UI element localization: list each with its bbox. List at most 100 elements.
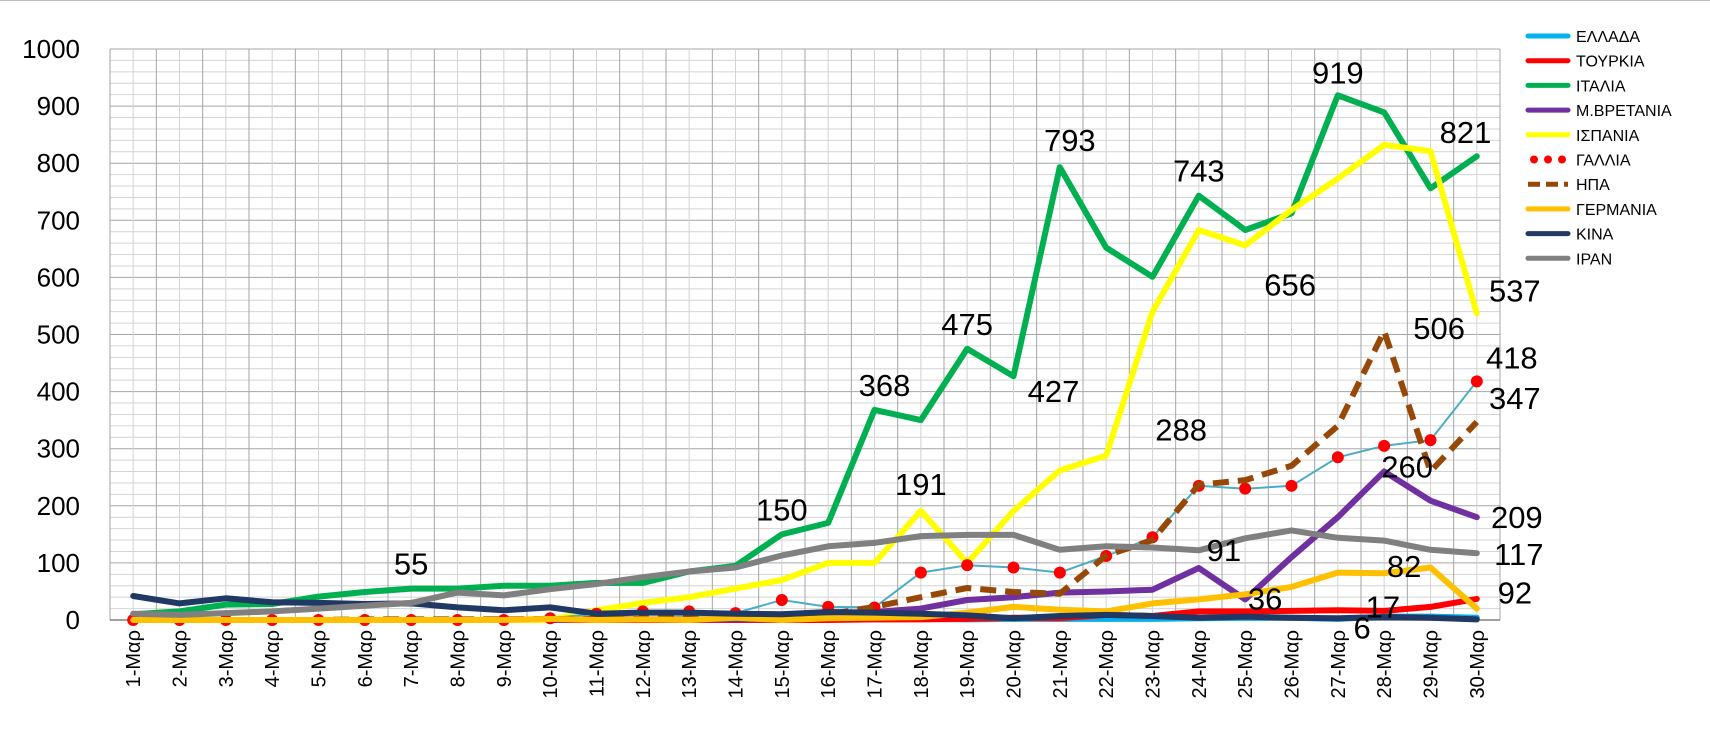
legend-label: ΗΠΑ [1576, 177, 1610, 194]
y-tick-label: 700 [37, 205, 80, 235]
x-tick-label: 25-Μαρ [1235, 630, 1257, 699]
data-label: 418 [1486, 340, 1538, 375]
y-tick-label: 400 [37, 377, 80, 407]
data-label: 17 [1366, 589, 1400, 624]
y-tick-label: 200 [37, 491, 80, 521]
x-tick-label: 7-Μαρ [401, 630, 423, 687]
legend-item: ΚΙΝΑ [1525, 227, 1614, 244]
series-7-line [130, 564, 1480, 623]
x-tick-label: 2-Μαρ [170, 630, 192, 687]
legend-label: ΙΣΠΑΝΙΑ [1576, 128, 1640, 145]
x-tick-label: 30-Μαρ [1467, 630, 1489, 699]
series-7-group [130, 564, 1480, 623]
data-label: 506 [1413, 311, 1465, 346]
series-2-line [130, 92, 1480, 618]
legend-item: ΓΕΡΜΑΝΙΑ [1525, 202, 1657, 219]
data-point [1053, 566, 1066, 579]
data-point [961, 559, 974, 572]
data-label: 91 [1207, 533, 1241, 568]
data-label: 55 [394, 547, 428, 582]
legend-swatch [1558, 155, 1566, 164]
data-label: 368 [859, 368, 911, 403]
data-label: 150 [756, 492, 808, 527]
legend-label: ΕΛΛΑΔΑ [1576, 29, 1640, 46]
chart-legend: ΕΛΛΑΔΑ ΤΟΥΡΚΙΑ ΙΤΑΛΙΑ Μ.ΒΡΕΤΑΝΙΑ ΙΣΠΑΝΙΑ ΓΑΛΛ… [1525, 29, 1672, 268]
data-label: 92 [1498, 576, 1532, 611]
x-tick-label: 4-Μαρ [262, 630, 284, 687]
data-label: 288 [1155, 413, 1207, 448]
data-point [775, 594, 788, 607]
y-tick-label: 0 [66, 605, 80, 635]
series-6-line [133, 328, 1479, 623]
data-label: 36 [1248, 581, 1282, 616]
data-label: 537 [1489, 273, 1541, 308]
x-tick-label: 11-Μαρ [587, 630, 609, 697]
y-tick-label: 500 [37, 320, 80, 350]
data-label: 427 [1028, 374, 1080, 409]
legend-item: Μ.ΒΡΕΤΑΝΙΑ [1525, 103, 1672, 120]
legend-item: ΙΤΑΛΙΑ [1525, 78, 1626, 95]
y-tick-label: 900 [37, 91, 80, 121]
y-tick-label: 800 [37, 148, 80, 178]
legend-item: ΗΠΑ [1528, 177, 1610, 194]
x-tick-label: 1-Μαρ [123, 630, 145, 687]
data-point [1239, 482, 1252, 495]
series-6-group [133, 328, 1479, 623]
legend-item: ΕΛΛΑΔΑ [1525, 29, 1640, 46]
y-tick-label: 600 [37, 262, 80, 292]
legend-label: ΙΡΑΝ [1576, 251, 1612, 268]
data-label: 260 [1381, 450, 1433, 485]
data-label: 475 [941, 307, 993, 342]
data-point [1470, 375, 1483, 388]
legend-label: ΙΤΑΛΙΑ [1576, 78, 1626, 95]
data-point [914, 566, 927, 579]
y-tick-label: 1000 [22, 34, 80, 64]
legend-swatch [1544, 155, 1552, 164]
data-point [1378, 439, 1391, 452]
legend-label: ΓΕΡΜΑΝΙΑ [1576, 202, 1657, 219]
x-tick-label: 23-Μαρ [1143, 630, 1165, 699]
x-tick-label: 26-Μαρ [1282, 630, 1304, 699]
x-tick-label: 10-Μαρ [540, 630, 562, 699]
x-tick-label: 27-Μαρ [1328, 630, 1350, 699]
x-tick-label: 24-Μαρ [1189, 630, 1211, 699]
x-tick-label: 28-Μαρ [1374, 630, 1396, 699]
x-tick-label: 9-Μαρ [494, 630, 516, 687]
data-label: 6 [1354, 611, 1371, 646]
data-point [1007, 561, 1020, 574]
data-label: 656 [1264, 267, 1316, 302]
legend-item: ΙΡΑΝ [1525, 251, 1612, 268]
data-point [1285, 479, 1298, 492]
x-tick-label: 8-Μαρ [448, 630, 470, 687]
series-2-group [130, 92, 1480, 618]
x-tick-label: 13-Μαρ [679, 630, 701, 699]
x-axis-tick-labels: 1-Μαρ 2-Μαρ 3-Μαρ 4-Μαρ 5-Μαρ 6-Μαρ 7-Μαρ 8-Μαρ… [123, 630, 1489, 699]
data-label: 117 [1494, 537, 1543, 572]
legend-label: ΚΙΝΑ [1576, 227, 1614, 244]
legend-swatch [1530, 155, 1538, 164]
y-axis-tick-labels: 0 100 200 300 400 500 600 700 800 900 1000 [22, 34, 80, 635]
x-tick-label: 16-Μαρ [818, 630, 840, 699]
data-label: 743 [1173, 154, 1225, 189]
data-label: 82 [1387, 549, 1421, 584]
x-tick-label: 29-Μαρ [1421, 630, 1443, 699]
x-tick-label: 15-Μαρ [772, 630, 794, 699]
series-lines [127, 92, 1483, 626]
data-point [1331, 451, 1344, 464]
plot-gridlines [109, 48, 1501, 621]
x-tick-label: 18-Μαρ [911, 630, 933, 699]
x-tick-label: 12-Μαρ [633, 630, 655, 699]
legend-item: ΙΣΠΑΝΙΑ [1525, 128, 1640, 145]
data-label: 821 [1440, 115, 1492, 150]
series-9-group [130, 527, 1480, 618]
data-label: 209 [1491, 500, 1543, 535]
data-label: 347 [1489, 381, 1541, 416]
legend-item: ΤΟΥΡΚΙΑ [1525, 54, 1645, 71]
data-label: 793 [1044, 123, 1096, 158]
x-tick-label: 3-Μαρ [216, 630, 238, 687]
x-tick-label: 21-Μαρ [1050, 630, 1072, 699]
y-tick-label: 100 [37, 548, 80, 578]
legend-label: ΓΑΛΛΙΑ [1576, 153, 1631, 170]
x-tick-label: 22-Μαρ [1096, 630, 1118, 699]
